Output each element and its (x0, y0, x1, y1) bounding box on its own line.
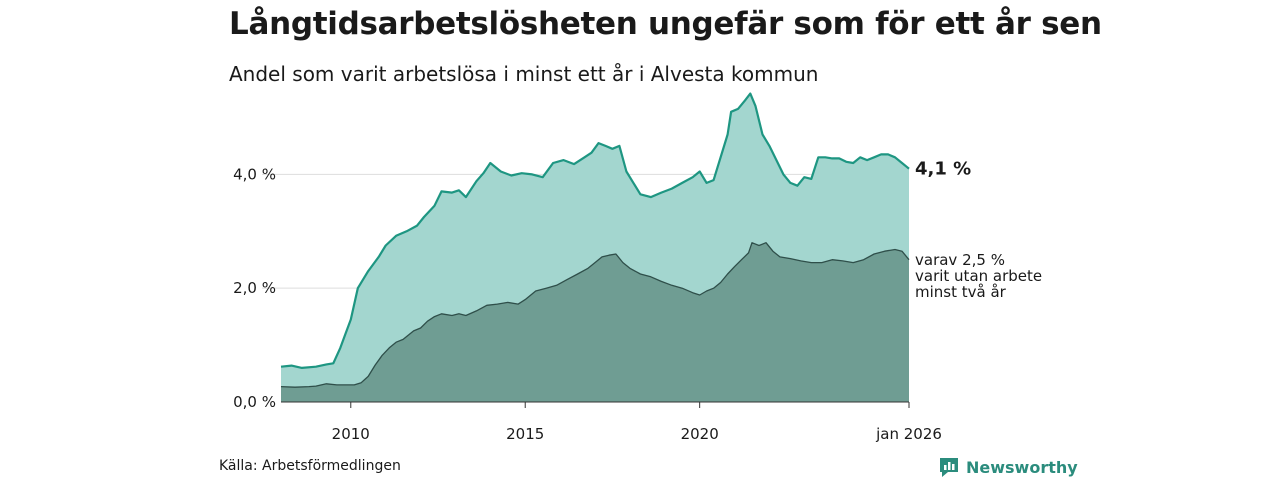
x-tick-label-1: 2015 (506, 425, 544, 443)
y-tick-label-0: 0,0 % (233, 393, 276, 411)
end-label-long-term-line-2: minst två år (915, 283, 1007, 301)
chart-title: Långtidsarbetslösheten ungefär som för e… (229, 6, 1102, 42)
chart-svg: 0,0 % 2,0 % 4,0 % 2010 2015 2020 jan 2026 4,1 %… (233, 92, 1042, 443)
brand-logo: Newsworthy (938, 456, 1078, 478)
brand-name: Newsworthy (966, 457, 1078, 477)
x-tick-label-3: jan 2026 (875, 425, 942, 443)
line-long-term (280, 242, 910, 388)
chart-subtitle: Andel som varit arbetslösa i minst ett å… (229, 62, 819, 86)
area-long-term (281, 242, 909, 402)
x-tick-label-0: 2010 (332, 425, 370, 443)
source-note: Källa: Arbetsförmedlingen (219, 458, 401, 474)
x-tick-label-2: 2020 (681, 425, 719, 443)
end-label-long-term-line-0: varav 2,5 % (915, 251, 1005, 269)
end-label-long-term-line-1: varit utan arbete (915, 267, 1042, 285)
newsworthy-icon (940, 458, 958, 477)
end-label-total: 4,1 % (915, 159, 971, 180)
y-tick-label-1: 2,0 % (233, 279, 276, 297)
line-total (280, 92, 910, 369)
y-tick-label-2: 4,0 % (233, 165, 276, 183)
